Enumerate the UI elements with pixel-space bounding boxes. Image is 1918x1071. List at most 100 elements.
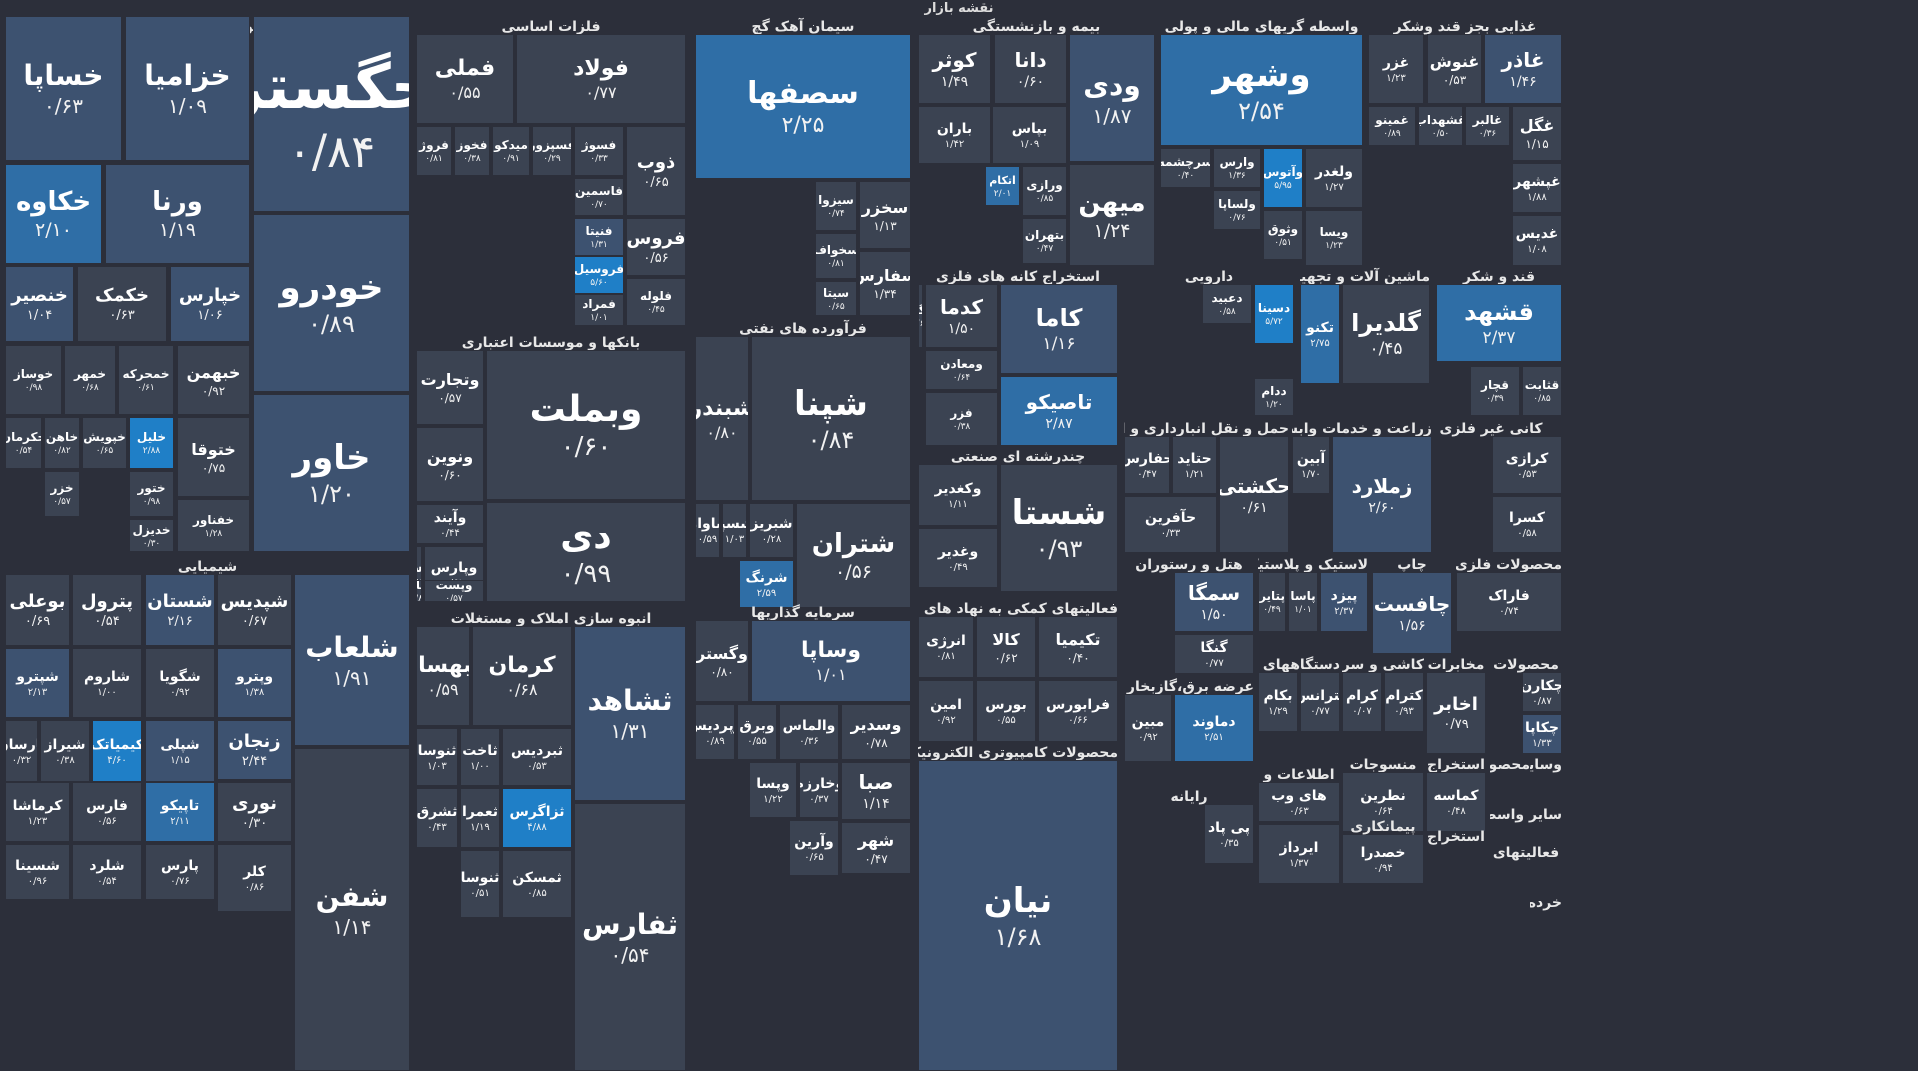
stock-tile[interactable]: ثمسکن ۰/۸۵ [502, 850, 572, 918]
stock-tile[interactable]: وآتوس ۵/۹۵ [1263, 148, 1303, 208]
stock-tile[interactable]: دعبید ۰/۵۸ [1202, 284, 1252, 324]
stock-tile[interactable]: خوساز ۰/۹۸ [5, 345, 62, 415]
stock-tile[interactable]: تاپیکو ۲/۱۱ [145, 782, 215, 842]
stock-tile[interactable]: وپردیس۰/۸۹ [695, 704, 735, 760]
stock-tile[interactable]: قچار ۰/۳۹ [1470, 366, 1520, 416]
stock-tile[interactable]: اتکام ۲/۰۱ [985, 166, 1020, 206]
stock-tile[interactable]: وخاور ۰/۸۷ [416, 580, 422, 602]
stock-tile[interactable]: وآیند ۰/۴۴ [416, 504, 484, 544]
stock-tile[interactable]: انرژی ۰/۸۱ [918, 616, 974, 678]
stock-tile[interactable]: خکرمان ۰/۵۴ [5, 417, 42, 469]
stock-tile[interactable]: شستان ۲/۱۶ [145, 574, 215, 646]
stock-tile[interactable]: غپشهر ۱/۸۸ [1512, 163, 1562, 213]
stock-tile[interactable]: شاوان ۰/۵۹ [695, 503, 720, 558]
stock-tile[interactable]: ذوب ۰/۶۵ [626, 126, 686, 216]
stock-tile[interactable]: نوری ۰/۳۰ [217, 782, 292, 842]
stock-tile[interactable]: ویسا ۱/۲۳ [1305, 210, 1363, 266]
stock-tile[interactable]: نیان ۱/۶۸ [918, 760, 1118, 1071]
stock-tile[interactable]: ثاخت ۱/۰۰ [460, 728, 500, 786]
stock-tile[interactable]: امین ۰/۹۲ [918, 680, 974, 742]
stock-tile[interactable]: پیزد ۲/۳۷ [1320, 572, 1368, 632]
stock-tile[interactable]: ورنا ۱/۱۹ [105, 164, 250, 264]
stock-tile[interactable]: خزامیا ۱/۰۹ [125, 16, 250, 161]
stock-tile[interactable]: وگستر ۰/۸۰ [695, 620, 749, 702]
stock-tile[interactable]: والماس ۰/۳۶ [779, 704, 839, 760]
stock-tile[interactable]: زملارد ۲/۶۰ [1332, 436, 1432, 553]
stock-tile[interactable]: کیمیاتک ۴/۶۰ [92, 720, 142, 782]
stock-tile[interactable]: وساپا ۱/۰۱ [751, 620, 911, 702]
stock-tile[interactable]: چکارن ۰/۸۷ [1522, 672, 1562, 712]
stock-tile[interactable]: پاسا ۱/۰۱ [1288, 572, 1318, 632]
stock-tile[interactable]: خزر ۰/۵۷ [44, 471, 80, 517]
stock-tile[interactable]: حتاید ۱/۲۱ [1172, 436, 1217, 494]
stock-tile[interactable]: شهر ۰/۴۷ [841, 822, 911, 874]
stock-tile[interactable]: وپست ۰/۵۷ [424, 580, 484, 602]
stock-tile[interactable]: غنوش ۰/۵۳ [1427, 34, 1482, 104]
stock-tile[interactable]: شپنا ۰/۸۴ [751, 336, 911, 501]
stock-tile[interactable]: خبهمن ۰/۹۲ [177, 345, 250, 415]
stock-tile[interactable]: بورس ۰/۵۵ [976, 680, 1036, 742]
stock-tile[interactable]: شسینا ۰/۹۶ [5, 844, 70, 900]
stock-tile[interactable]: خپارس ۱/۰۶ [170, 266, 250, 342]
stock-tile[interactable]: فاراک ۰/۷۴ [1456, 572, 1562, 632]
stock-tile[interactable]: فملی ۰/۵۵ [416, 34, 514, 124]
stock-tile[interactable]: میهن ۱/۲۴ [1069, 164, 1155, 266]
stock-tile[interactable]: بتهران ۰/۴۷ [1022, 218, 1067, 264]
stock-tile[interactable]: ثنوسا ۰/۵۱ [460, 850, 500, 918]
stock-tile[interactable]: شلعاب ۱/۹۱ [294, 574, 410, 746]
stock-tile[interactable]: وثوق ۰/۵۱ [1263, 210, 1303, 260]
stock-tile[interactable]: خساپا ۰/۶۳ [5, 16, 122, 161]
stock-tile[interactable]: وخارزم۰/۳۷ [799, 762, 839, 818]
stock-tile[interactable]: کرمان ۰/۶۸ [472, 626, 572, 726]
stock-tile[interactable]: غزر ۱/۲۳ [1368, 34, 1424, 104]
stock-tile[interactable]: شیراز ۰/۳۸ [40, 720, 90, 782]
stock-tile[interactable]: ثنوسا ۱/۰۳ [416, 728, 458, 786]
stock-tile[interactable]: شاروم ۱/۰۰ [72, 648, 142, 718]
stock-tile[interactable]: شرنگ ۲/۵۹ [739, 560, 794, 608]
stock-tile[interactable]: باران ۱/۴۲ [918, 106, 991, 164]
stock-tile[interactable]: شتران ۰/۵۶ [796, 503, 911, 608]
stock-tile[interactable]: ثعمرا ۱/۱۹ [460, 788, 500, 848]
stock-tile[interactable]: شگویا ۰/۹۲ [145, 648, 215, 718]
stock-tile[interactable]: شسپا ۱/۰۳ [722, 503, 747, 558]
stock-tile[interactable]: ایرداز ۱/۳۷ [1258, 824, 1340, 884]
stock-tile[interactable]: سفارس ۱/۳۴ [859, 251, 911, 316]
stock-tile[interactable]: گلدیرا ۰/۴۵ [1342, 284, 1430, 384]
stock-tile[interactable]: فمراد ۱/۰۱ [574, 294, 624, 326]
stock-tile[interactable]: بترانس۰/۷۷ [1300, 672, 1340, 732]
stock-tile[interactable]: ثزاگرس ۴/۸۸ [502, 788, 572, 848]
stock-tile[interactable]: فنیتا ۱/۳۱ [574, 218, 624, 256]
stock-tile[interactable]: فلوله ۰/۴۵ [626, 278, 686, 326]
stock-tile[interactable]: خکاوه ۲/۱۰ [5, 164, 102, 264]
stock-tile[interactable]: تاصیکو ۲/۸۷ [1000, 376, 1118, 446]
stock-tile[interactable]: کسرا ۰/۵۸ [1492, 496, 1562, 553]
stock-tile[interactable]: ثشرق ۰/۴۳ [416, 788, 458, 848]
stock-tile[interactable]: سیزوا ۰/۷۴ [815, 181, 857, 231]
stock-tile[interactable]: خفناور ۱/۲۸ [177, 499, 250, 552]
stock-tile[interactable]: ختور ۰/۹۸ [129, 471, 174, 517]
stock-tile[interactable]: ونوین ۰/۶۰ [416, 427, 484, 502]
stock-tile[interactable]: کالا ۰/۶۲ [976, 616, 1036, 678]
stock-tile[interactable]: خمهر ۰/۶۸ [64, 345, 116, 415]
stock-tile[interactable]: وکغدیر ۱/۱۱ [918, 464, 998, 526]
stock-tile[interactable]: غشهداب ۰/۵۰ [1418, 106, 1463, 146]
stock-tile[interactable]: ولغدر ۱/۲۷ [1305, 148, 1363, 208]
stock-tile[interactable]: شپترو ۲/۱۳ [5, 648, 70, 718]
stock-tile[interactable]: پارسان۰/۳۲ [5, 720, 38, 782]
stock-tile[interactable]: خکمک ۰/۶۳ [77, 266, 167, 342]
stock-tile[interactable]: سرچشمه ۰/۴۰ [1160, 148, 1211, 188]
stock-tile[interactable]: خپویش ۰/۶۵ [82, 417, 127, 469]
stock-tile[interactable]: وآرین ۰/۶۵ [789, 820, 839, 876]
stock-tile[interactable]: شفن ۱/۱۴ [294, 748, 410, 1071]
stock-tile[interactable]: ثشاهد ۱/۳۱ [574, 626, 686, 801]
stock-tile[interactable]: خدیزل ۰/۳۰ [129, 519, 174, 552]
stock-tile[interactable]: کاما ۱/۱۶ [1000, 284, 1118, 374]
stock-tile[interactable]: سیتا ۰/۶۵ [815, 281, 857, 316]
stock-tile[interactable]: پترول ۰/۵۴ [72, 574, 142, 646]
stock-tile[interactable]: غمینو ۰/۸۹ [1368, 106, 1416, 146]
stock-tile[interactable]: زنجان ۲/۴۴ [217, 720, 292, 780]
stock-tile[interactable]: فزر ۰/۳۸ [925, 392, 998, 446]
stock-tile[interactable]: غگل ۱/۱۵ [1512, 106, 1562, 161]
stock-tile[interactable]: کوثر ۱/۴۹ [918, 34, 991, 104]
stock-tile[interactable]: وغدیر ۰/۴۹ [918, 528, 998, 588]
